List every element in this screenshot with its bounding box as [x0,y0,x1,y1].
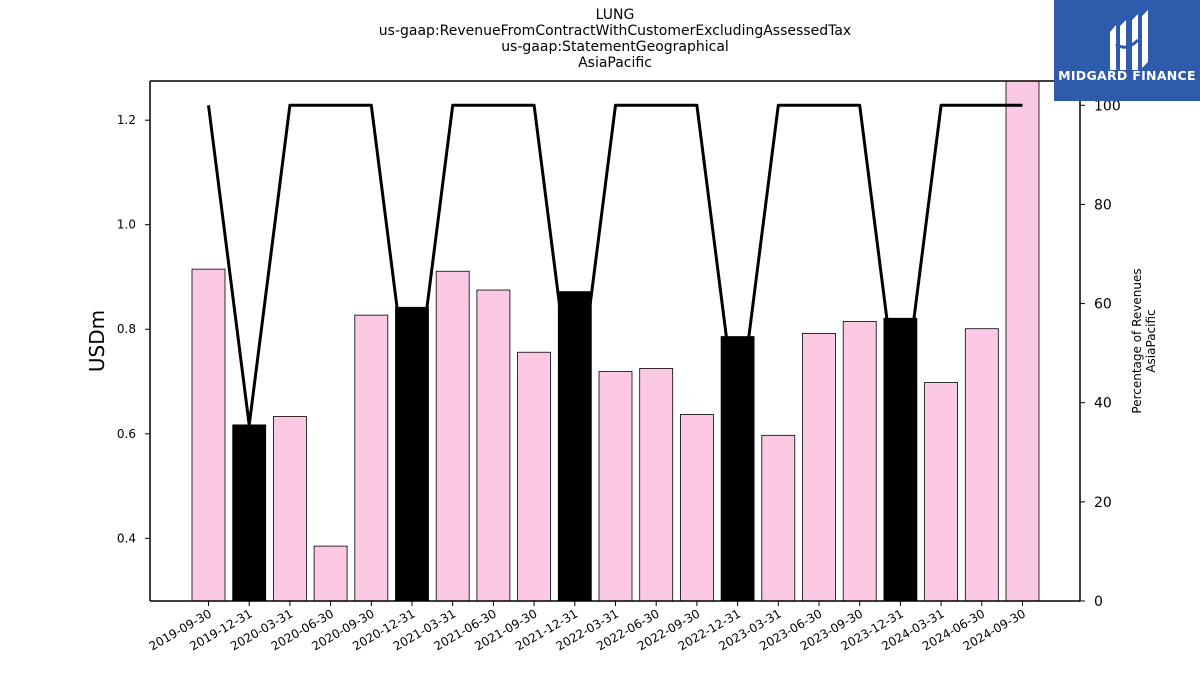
y2-tick-label: 0 [1094,594,1103,610]
y-tick-label: 1.2 [117,113,136,127]
bar-2021-03-31 [435,270,470,602]
bar-2023-12-31 [883,317,918,602]
y-axis-label: USDm [85,310,109,372]
bar-2023-09-30 [842,321,877,602]
bar-2019-12-31 [232,424,267,602]
line-group [207,103,1023,427]
y2-tick-label: 80 [1094,197,1112,213]
y2-tick-label: 100 [1094,98,1121,114]
bar-2024-06-30 [964,328,999,602]
bar-2022-03-31 [598,371,633,602]
logo-text: MIDGARD FINANCE [1058,68,1196,83]
bar-2020-12-31 [395,306,429,602]
y2-tick-label: 20 [1094,495,1112,511]
bar-2022-06-30 [639,368,674,602]
bar-2021-06-30 [476,289,511,602]
y-tick-label: 0.6 [117,427,136,441]
bar-2020-09-30 [354,314,389,602]
bar-2020-06-30 [313,545,348,602]
bar-2023-06-30 [802,333,836,602]
bar-2019-09-30 [191,268,226,602]
bar-2024-09-30 [1005,80,1040,602]
title-line-3: us-gaap:StatementGeographical [501,39,729,55]
y-tick-label: 0.4 [117,531,136,545]
y-tick-label: 0.8 [117,322,136,336]
title-line-1: LUNG [595,7,635,23]
bar-2023-03-31 [761,434,796,602]
y2-tick-label: 40 [1094,396,1112,412]
title-line-4: AsiaPacific [578,55,652,71]
title-line-2: us-gaap:RevenueFromContractWithCustomerE… [378,23,852,39]
bar-2021-09-30 [517,351,551,602]
y2-axis-label-line-2: AsiaPacific [1144,309,1158,372]
bar-2024-03-31 [924,382,958,602]
brand-logo: MIDGARD FINANCE [1054,0,1200,101]
bar-2022-12-31 [720,336,755,602]
logo-mark-icon [1110,10,1148,70]
bar-2022-09-30 [680,414,714,602]
y-tick-label: 1.0 [117,218,136,232]
y2-axis-label-line-1: Percentage of Revenues [1130,268,1144,413]
y2-tick-label: 60 [1094,297,1112,313]
bar-2020-03-31 [272,416,307,602]
bars-group [191,80,1040,602]
